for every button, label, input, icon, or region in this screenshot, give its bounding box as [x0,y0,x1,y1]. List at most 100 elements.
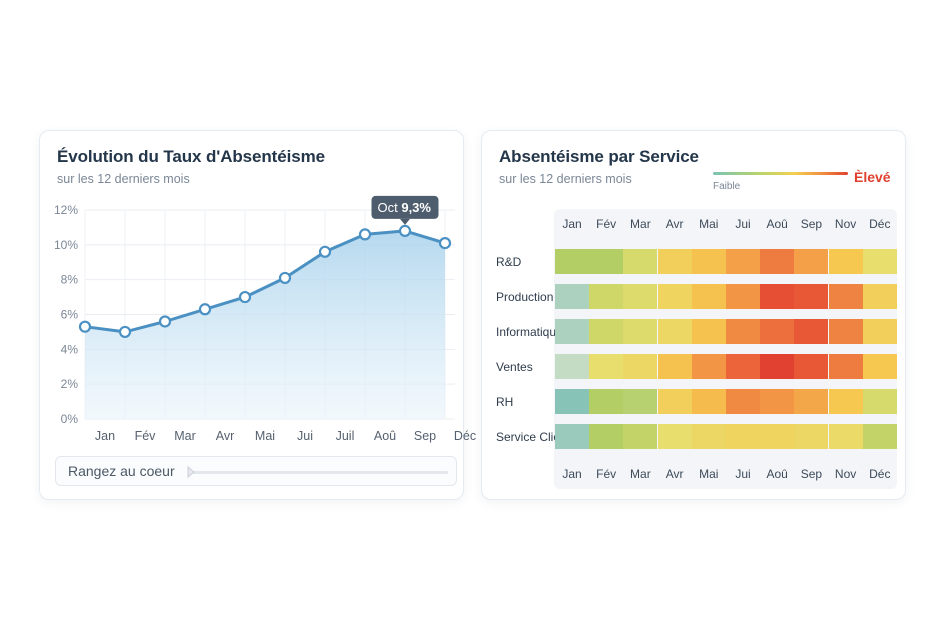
heatmap-cell[interactable] [691,389,726,414]
heatmap-cell[interactable] [726,389,760,414]
heatmap-cell[interactable] [726,354,760,379]
heatmap-cell[interactable] [794,284,829,309]
heatmap-cell[interactable] [589,284,624,309]
heatmap-column-header-bottom: Mar [630,467,651,481]
range-selector[interactable]: Rangez au coeur [55,456,457,486]
heatmap-cell[interactable] [794,319,829,344]
heatmap-legend-high: Èlevé [854,169,891,185]
heatmap-cell[interactable] [862,354,897,379]
range-slider-handle-icon[interactable] [186,466,196,478]
heatmap-cell[interactable] [657,249,692,274]
heatmap-cell[interactable] [760,424,795,449]
heatmap-cell[interactable] [862,424,897,449]
heatmap-cell[interactable] [623,249,658,274]
heatmap-cell[interactable] [862,319,897,344]
heatmap-column-header-bottom: Mai [699,467,719,481]
heatmap-cell[interactable] [623,354,658,379]
absenteeism-by-service-card: Absentéisme par Service sur les 12 derni… [481,130,906,500]
heatmap-cell[interactable] [589,319,624,344]
heatmap-cell[interactable] [691,284,726,309]
heatmap-cell[interactable] [555,354,589,379]
heatmap-cell[interactable] [828,389,863,414]
heatmap-cell[interactable] [794,424,829,449]
heatmap-cell[interactable] [691,354,726,379]
heatmap-cell[interactable] [862,389,897,414]
heatmap-cell[interactable] [555,284,589,309]
heatmap-cell[interactable] [828,319,863,344]
range-slider-track[interactable] [190,471,448,474]
peak-tooltip: Oct 9,3% [371,195,439,225]
heatmap-cell[interactable] [623,319,658,344]
heatmap-cell[interactable] [760,389,795,414]
svg-text:Oct 9,3%: Oct 9,3% [378,200,432,215]
x-tick-label: Avr [216,429,235,443]
heatmap-cell[interactable] [828,354,863,379]
heatmap-cell[interactable] [555,389,589,414]
heatmap-column-header-bottom: Fév [596,467,617,481]
heatmap-cell[interactable] [691,249,726,274]
trend-chart-subtitle: sur les 12 derniers mois [57,172,190,186]
heatmap-cell[interactable] [760,354,795,379]
heatmap-column-header-top: Mai [699,217,719,231]
heatmap-column-header-top: Aoû [766,217,788,231]
heatmap-cell[interactable] [589,249,624,274]
heatmap-column-header-bottom: Déc [869,467,891,481]
heatmap-column-header-top: Fév [596,217,617,231]
y-tick-label: 12% [54,203,78,217]
data-point[interactable] [78,320,92,333]
heatmap-cell[interactable] [828,424,863,449]
heatmap-cell[interactable] [691,319,726,344]
data-point[interactable] [238,290,252,304]
heatmap-cell[interactable] [828,284,863,309]
heatmap-column-header-bottom: Aoû [766,467,788,481]
heatmap-cell[interactable] [623,284,658,309]
data-point[interactable] [118,325,132,339]
data-point[interactable] [358,228,372,241]
data-point[interactable] [158,315,172,328]
heatmap-cell[interactable] [794,249,829,274]
heatmap-column-header-bottom: Jui [735,467,751,481]
heatmap-cell[interactable] [657,354,692,379]
trend-line-chart: 0% 2% 4% 6% 8% 10% 12% Jan Fév Mar Avr Mai Jui Juil A… [54,195,476,443]
data-point[interactable] [438,236,452,250]
heatmap-cell[interactable] [726,319,760,344]
y-tick-label: 4% [61,342,79,356]
heatmap-row-label: RH [496,395,514,409]
heatmap-cell[interactable] [657,389,692,414]
heatmap-cell[interactable] [794,354,829,379]
heatmap-column-header-bottom: Jan [562,467,582,481]
heatmap-cell[interactable] [828,249,863,274]
heatmap-cell[interactable] [726,424,760,449]
data-point[interactable] [198,303,212,316]
heatmap-cell[interactable] [623,389,658,414]
heatmap-cell[interactable] [657,284,692,309]
data-point[interactable] [398,224,412,238]
heatmap-cell[interactable] [726,249,760,274]
heatmap-cell[interactable] [726,284,760,309]
heatmap-cell[interactable] [862,284,897,309]
tooltip-label: Oct [378,200,402,215]
heatmap-cell[interactable] [555,424,589,449]
heatmap-cell[interactable] [589,424,624,449]
heatmap-row-label: Ventes [496,360,533,374]
heatmap-cell[interactable] [862,249,897,274]
data-point[interactable] [278,271,292,285]
x-tick-label: Jan [95,429,115,443]
heatmap-column-header-top: Jui [735,217,751,231]
heatmap-cell[interactable] [589,354,624,379]
data-point[interactable] [318,245,332,258]
x-tick-label: Sep [414,429,436,443]
heatmap-row-label: Informatique [496,325,563,339]
heatmap-cell[interactable] [760,319,795,344]
heatmap-cell[interactable] [555,249,589,274]
heatmap-cell[interactable] [657,424,692,449]
heatmap-cell[interactable] [623,424,658,449]
heatmap-cell[interactable] [555,319,589,344]
heatmap-cell[interactable] [657,319,692,344]
heatmap-cell[interactable] [794,389,829,414]
heatmap-cell[interactable] [760,249,795,274]
heatmap-cell[interactable] [691,424,726,449]
heatmap-cell[interactable] [760,284,795,309]
x-tick-label: Jui [297,429,313,443]
heatmap-cell[interactable] [589,389,624,414]
